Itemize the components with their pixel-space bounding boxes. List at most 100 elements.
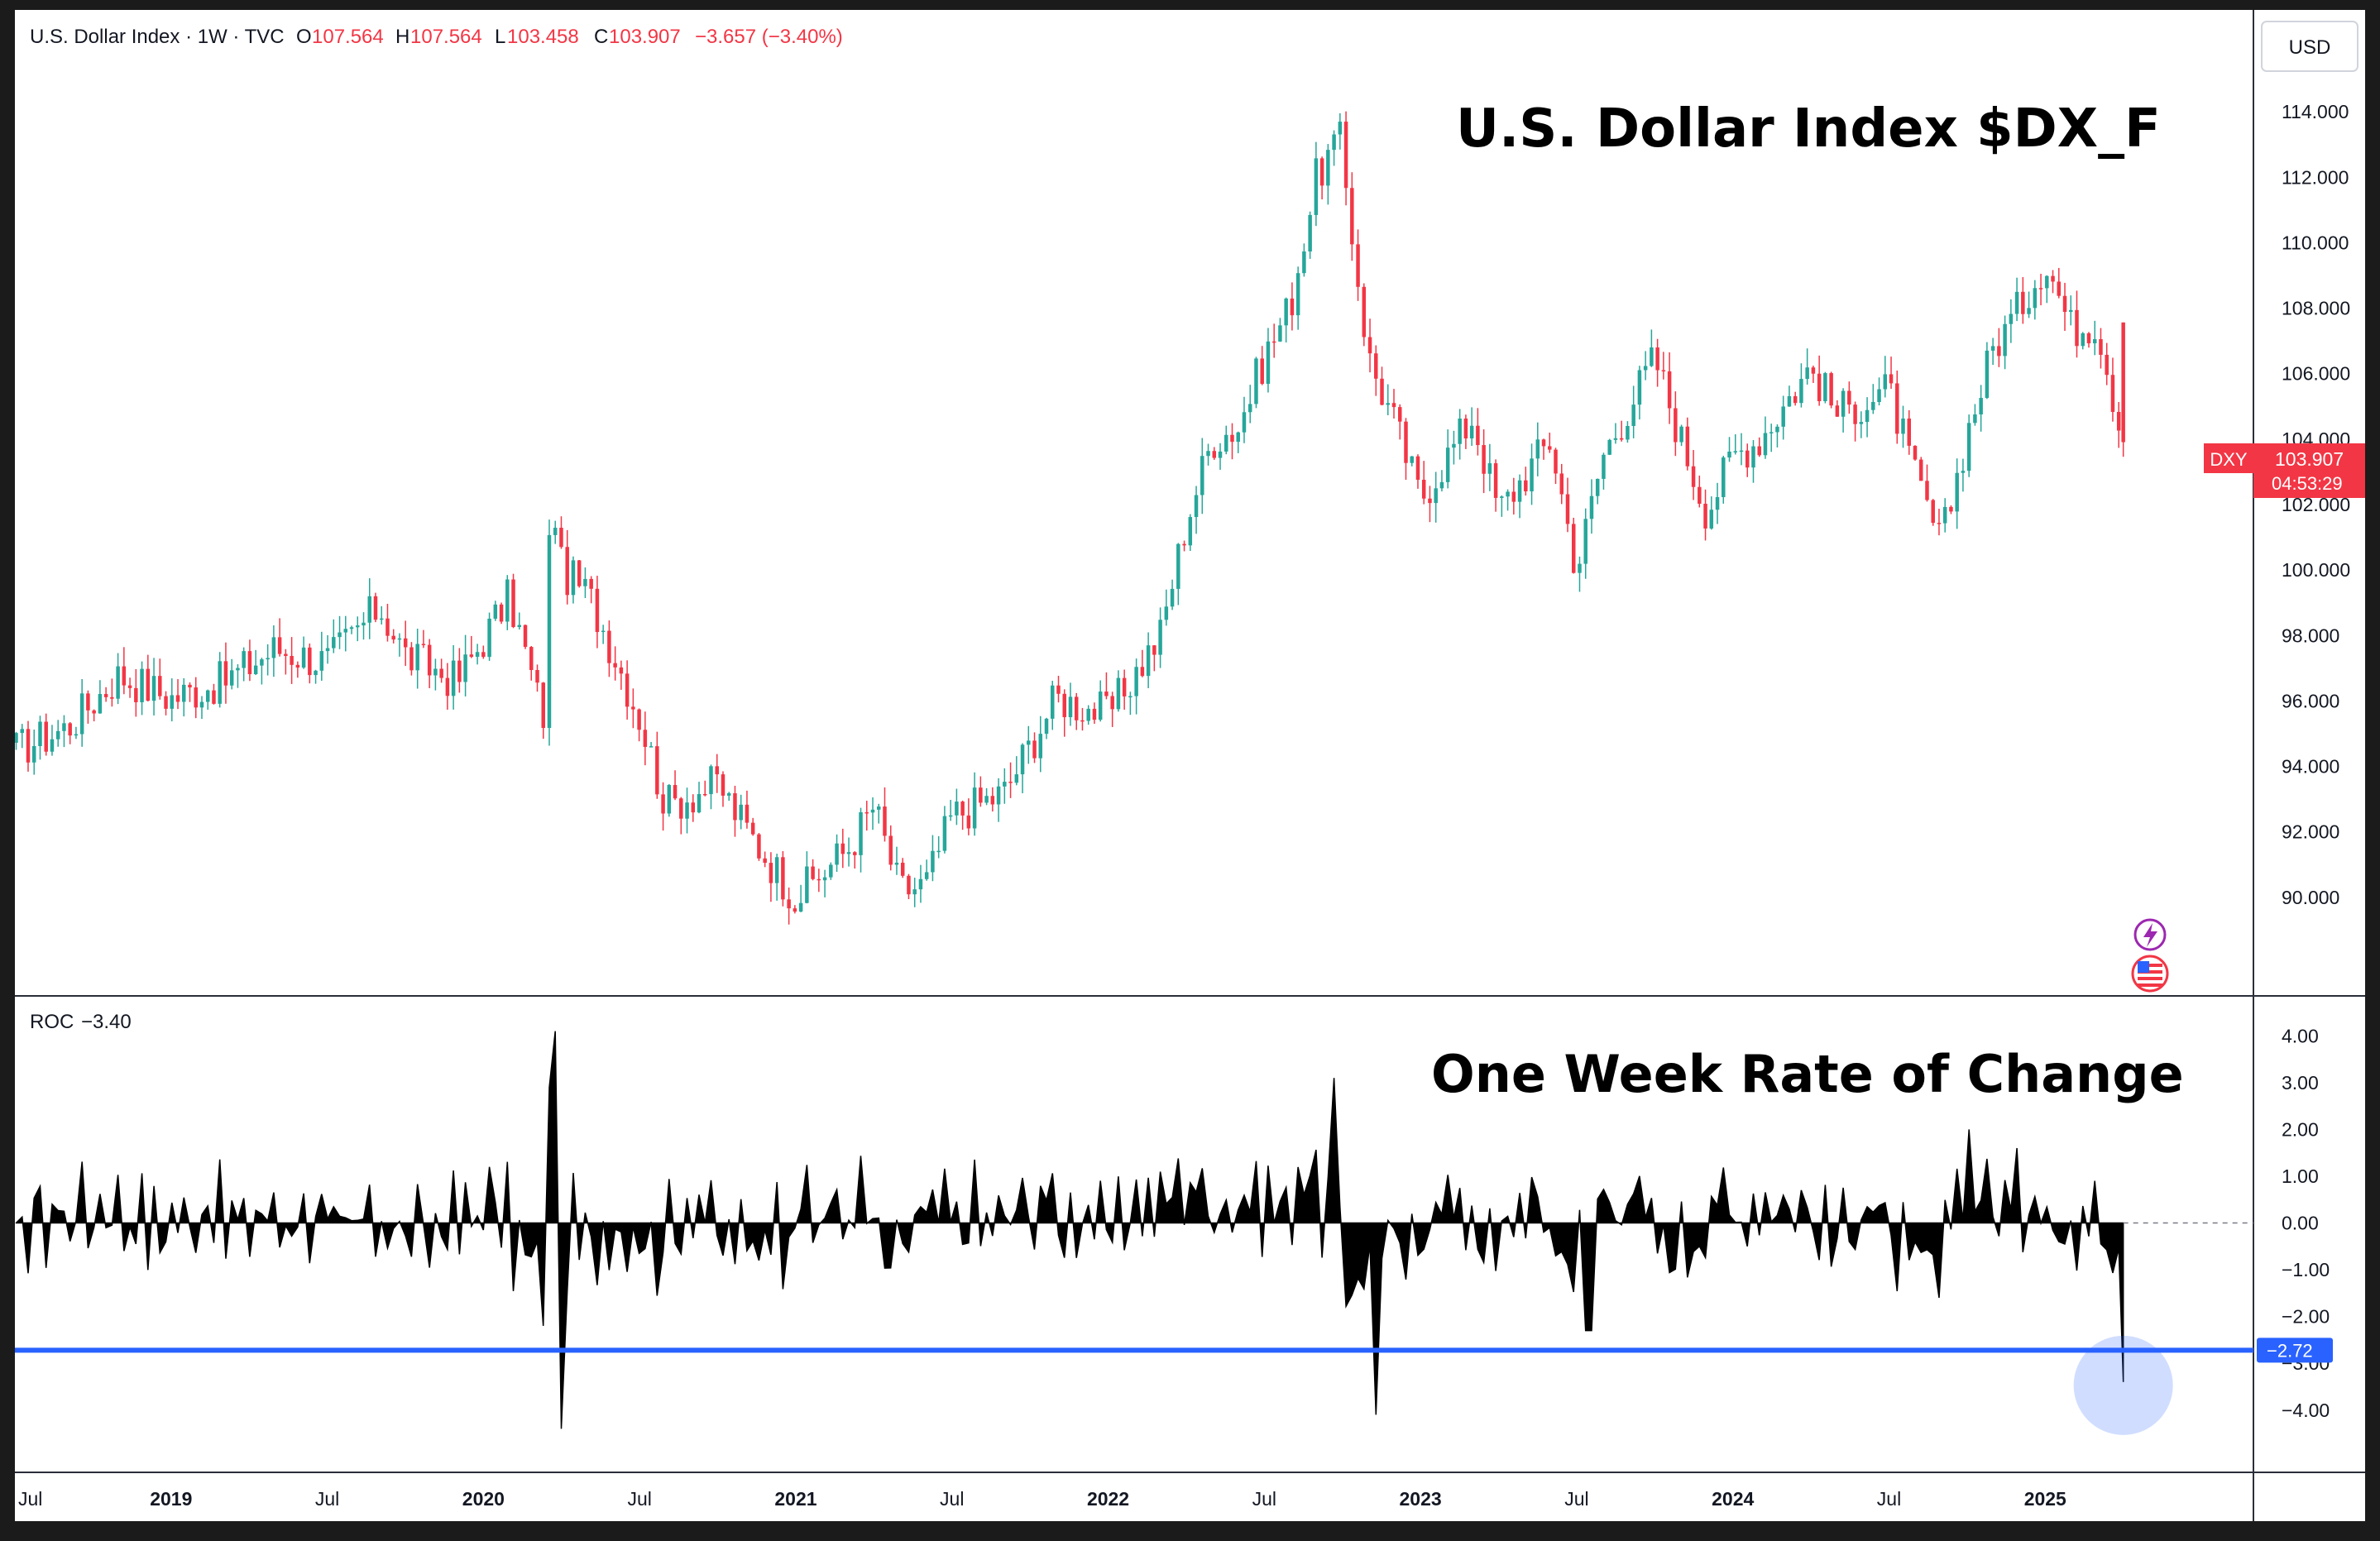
candle [1290, 282, 1295, 331]
candle [1271, 323, 1276, 358]
candle [242, 647, 246, 682]
time-tick-label: Jul [315, 1488, 339, 1510]
candle [277, 618, 282, 657]
candle [223, 642, 228, 704]
price-tick-label: 110.000 [2282, 232, 2349, 253]
candlestick-series [15, 111, 2125, 925]
candle [1703, 489, 1707, 541]
candle [877, 803, 881, 824]
candle [1158, 607, 1162, 668]
candle [182, 677, 186, 717]
candle [301, 636, 306, 669]
candle [2021, 277, 2025, 324]
candle [1254, 357, 1258, 409]
lightning-icon[interactable] [2133, 918, 2167, 951]
candle [1631, 385, 1635, 438]
roc-tick-label: 2.00 [2282, 1118, 2319, 1140]
us-flag-icon[interactable] [2131, 955, 2169, 993]
candle [79, 678, 84, 747]
candle [637, 708, 641, 742]
candle [1554, 447, 1558, 485]
candle [493, 601, 498, 621]
candle [1218, 443, 1223, 470]
candle [1931, 499, 1935, 526]
candle [1679, 424, 1683, 447]
candle [1170, 579, 1175, 610]
price-tick-label: 94.000 [2282, 756, 2339, 778]
candle [924, 859, 929, 881]
candle [1949, 505, 1953, 514]
candle [529, 646, 534, 681]
candle [170, 678, 175, 722]
candle [2081, 332, 2085, 350]
candle [1463, 414, 1468, 449]
candle [1865, 397, 1870, 438]
candle [266, 644, 270, 676]
candle [427, 639, 432, 689]
candle [846, 837, 851, 867]
candle [1511, 477, 1516, 514]
candle [338, 615, 342, 649]
candle [1332, 130, 1336, 166]
candle [2105, 342, 2109, 385]
candle [505, 575, 510, 630]
candle [1350, 172, 1354, 261]
roc-tick-label: 3.00 [2282, 1072, 2319, 1094]
candle [1637, 366, 1642, 420]
candle [1027, 725, 1031, 764]
candle [1674, 391, 1678, 457]
candle [1056, 676, 1061, 703]
candle [1530, 443, 1534, 505]
candle [1655, 338, 1659, 387]
candle [20, 724, 24, 749]
candle [1469, 407, 1474, 447]
time-tick-label: Jul [1877, 1488, 1901, 1510]
candle [1068, 682, 1073, 726]
candle [127, 677, 132, 698]
candle [1990, 337, 1995, 366]
candle [1853, 401, 1857, 442]
candle [1709, 496, 1714, 530]
candle [517, 612, 522, 630]
roc-tick-label: 0.00 [2282, 1213, 2319, 1234]
currency-button[interactable]: USD [2261, 21, 2358, 72]
candle [1482, 429, 1486, 494]
candle [936, 835, 941, 859]
candle [433, 658, 438, 691]
time-tick-label: Jul [1564, 1488, 1588, 1510]
candle [1997, 328, 2001, 367]
candle [38, 715, 42, 760]
candle [984, 787, 989, 806]
time-axis: Jul 2019 Jul 2020 Jul 2021 Jul 2022 Jul 2023 Jul 20… [18, 1488, 2066, 1510]
candle [1326, 144, 1330, 205]
candle [2038, 274, 2043, 306]
candle [1428, 486, 1432, 523]
roc-tick-label: 4.00 [2282, 1025, 2319, 1046]
candle [1942, 498, 1947, 533]
candle [1104, 672, 1109, 700]
candle [750, 817, 755, 836]
candle [31, 730, 36, 775]
candle [709, 764, 713, 810]
candle [1404, 418, 1408, 481]
candle [1847, 381, 1851, 414]
candle [1769, 424, 1774, 452]
candle [1338, 112, 1343, 150]
candle [979, 776, 983, 807]
candle [1973, 404, 1977, 426]
time-tick-label: 2022 [1087, 1488, 1129, 1510]
time-tick-label: Jul [18, 1488, 42, 1510]
candle [367, 578, 371, 639]
candle [822, 869, 827, 897]
candle [2009, 299, 2014, 343]
candle [918, 864, 923, 903]
candle [1626, 421, 1630, 443]
candle [1176, 543, 1180, 605]
candle [50, 725, 55, 756]
candle [1062, 689, 1066, 737]
candle [1535, 422, 1540, 476]
candle [74, 726, 79, 739]
chart-title: U.S. Dollar Index $DX_F [1456, 98, 2161, 160]
candle [325, 634, 330, 664]
candle [643, 711, 648, 766]
